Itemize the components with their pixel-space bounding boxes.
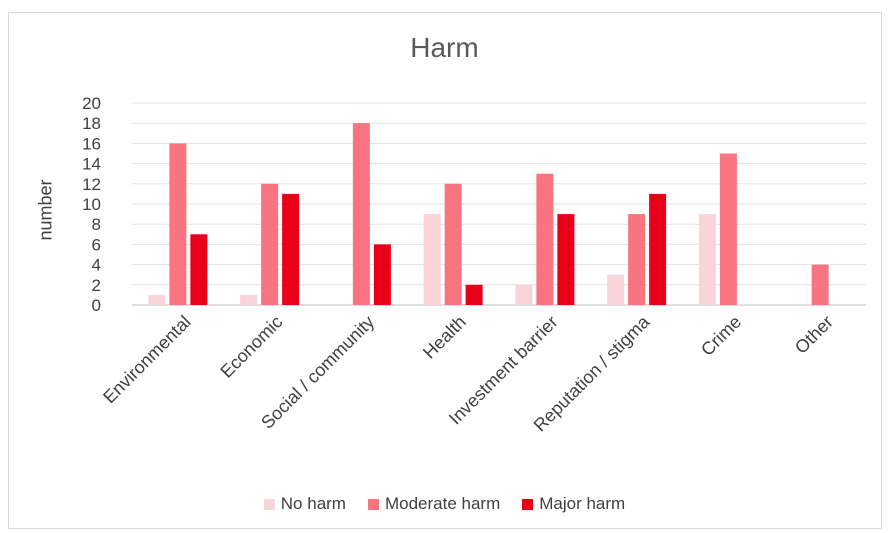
bar-moderate-harm-other	[811, 264, 829, 305]
y-tick-label: 2	[92, 276, 101, 295]
y-tick-label: 4	[92, 256, 101, 275]
y-tick-label: 16	[82, 134, 101, 153]
bar-moderate-harm-social-community	[352, 123, 370, 305]
y-tick-label: 6	[92, 235, 101, 254]
x-tick-label-health: Health	[419, 312, 470, 363]
bar-major-harm-health	[465, 284, 483, 305]
legend-label-no-harm: No harm	[280, 494, 346, 513]
y-tick-label: 20	[82, 94, 101, 113]
bar-major-harm-reputation-stigma	[649, 193, 667, 305]
chart-title: Harm	[410, 32, 479, 63]
bar-moderate-harm-environmental	[169, 143, 187, 305]
legend: No harm Moderate harm Major harm	[0, 494, 889, 514]
bar-major-harm-environmental	[190, 234, 208, 305]
bar-no-harm-reputation-stigma	[607, 274, 625, 305]
x-tick-label-crime: Crime	[697, 312, 745, 360]
bar-moderate-harm-crime	[719, 153, 737, 305]
bar-no-harm-environmental	[148, 294, 166, 305]
bar-no-harm-crime	[698, 214, 716, 305]
y-tick-label: 14	[82, 155, 101, 174]
legend-label-moderate-harm: Moderate harm	[384, 494, 501, 513]
bar-major-harm-social-community	[373, 244, 391, 305]
y-tick-label: 18	[82, 114, 101, 133]
legend-label-major-harm: Major harm	[539, 494, 626, 513]
y-tick-label: 12	[82, 175, 101, 194]
bar-no-harm-investment-barrier	[515, 284, 533, 305]
bar-moderate-harm-investment-barrier	[536, 173, 554, 305]
y-tick-label: 0	[92, 296, 101, 315]
bar-moderate-harm-reputation-stigma	[628, 214, 646, 305]
legend-swatch-moderate-harm	[367, 498, 379, 510]
bar-major-harm-economic	[282, 193, 300, 305]
bar-moderate-harm-economic	[261, 183, 279, 305]
legend-swatch-major-harm	[522, 498, 534, 510]
x-tick-label-other: Other	[791, 312, 837, 358]
x-tick-label-environmental: Environmental	[99, 312, 195, 408]
legend-item-moderate-harm: Moderate harm	[367, 494, 501, 514]
y-tick-label: 10	[82, 195, 101, 214]
bar-moderate-harm-health	[444, 183, 462, 305]
x-tick-label-economic: Economic	[216, 312, 286, 382]
y-tick-label: 8	[92, 215, 101, 234]
bar-major-harm-investment-barrier	[557, 214, 575, 305]
legend-swatch-no-harm	[263, 498, 275, 510]
legend-item-major-harm: Major harm	[522, 494, 625, 514]
bar-no-harm-economic	[240, 294, 258, 305]
legend-item-no-harm: No harm	[263, 494, 346, 514]
bar-no-harm-health	[423, 214, 441, 305]
